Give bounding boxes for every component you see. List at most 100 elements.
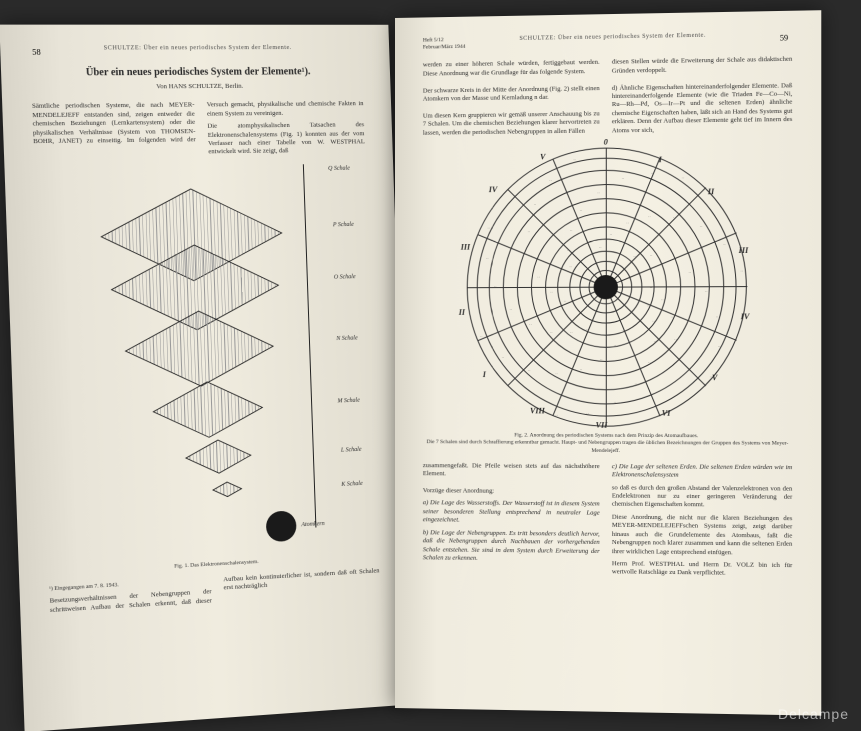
element-tick: ·· <box>718 344 721 349</box>
element-tick: ·· <box>621 328 624 333</box>
element-tick: ·· <box>652 318 655 323</box>
group-label: I <box>483 370 486 380</box>
b-col2-c: Herrn Prof. WESTPHAL und Herrn Dr. VOLZ … <box>612 560 792 579</box>
issue-info: Heft 5/12 Februar/März 1944 <box>423 37 466 52</box>
running-head-right: SCHULTZE: Über ein neues periodisches Sy… <box>519 33 706 51</box>
element-tick: ·· <box>537 274 540 279</box>
element-tick: ·· <box>580 367 583 372</box>
element-tick: ·· <box>635 381 638 386</box>
element-tick: ·· <box>550 329 553 334</box>
element-tick: ·· <box>740 268 743 273</box>
element-tick: ·· <box>614 342 617 347</box>
element-tick: ·· <box>480 334 483 339</box>
shell-label: L Schale <box>341 447 362 456</box>
element-tick: ·· <box>599 244 602 249</box>
running-head-left: SCHULTZE: Über ein neues periodisches Sy… <box>30 45 362 54</box>
figure-2-circular-system: 0IIIIIIIVVVIVIIVIIIIIIIIIIVV············… <box>465 144 749 429</box>
element-tick: ·· <box>527 229 530 234</box>
group-label: III <box>461 243 470 253</box>
element-tick: ·· <box>570 330 573 335</box>
element-tick: ·· <box>573 157 576 162</box>
element-tick: ·· <box>651 171 654 176</box>
group-label: VI <box>662 409 671 420</box>
element-tick: ·· <box>674 337 677 342</box>
top-col2: diesen Stellen würde die Erweiterung der… <box>612 56 792 136</box>
element-tick: ·· <box>549 177 552 182</box>
nucleus-dot <box>266 510 297 542</box>
shell-axis <box>303 164 317 527</box>
group-label: 0 <box>604 138 608 149</box>
page-number-right: 59 <box>780 33 788 42</box>
element-tick: ·· <box>570 228 573 233</box>
shell-rhomb <box>152 381 263 437</box>
element-tick: ·· <box>534 202 537 207</box>
element-tick: ·· <box>529 322 532 327</box>
element-tick: ·· <box>550 290 553 295</box>
radial-divider <box>606 287 607 427</box>
element-tick: ·· <box>510 306 513 311</box>
intro-right: Die atomphysikalischen Tatsachen des Ele… <box>207 121 365 157</box>
shell-label-q: Q Schale <box>328 165 350 173</box>
shell-label: P Schale <box>333 222 354 230</box>
group-label: II <box>459 308 465 318</box>
element-tick: ·· <box>580 208 583 213</box>
element-tick: ·· <box>723 242 726 247</box>
book-spread: 58 SCHULTZE: Über ein neues periodisches… <box>0 0 861 730</box>
group-label: IV <box>741 312 750 323</box>
b-col1-a: zusammengefaßt. Die Pfeile weisen stets … <box>423 462 600 497</box>
element-tick: ·· <box>661 297 664 302</box>
group-label: I <box>659 155 662 166</box>
element-tick: ·· <box>649 285 652 290</box>
right-page-content: Heft 5/12 Februar/März 1944 SCHULTZE: Üb… <box>395 10 821 600</box>
element-tick: ·· <box>610 232 613 237</box>
element-tick: ·· <box>710 374 713 379</box>
element-tick: ·· <box>670 314 673 319</box>
element-tick: ·· <box>597 190 600 195</box>
radial-divider <box>606 148 607 288</box>
element-tick: ·· <box>647 303 650 308</box>
b-col2-a: so daß es durch den großen Abstand der V… <box>612 484 792 511</box>
element-tick: ·· <box>586 410 589 415</box>
b-col1-d: c) Die Lage der seltenen Erden. Die selt… <box>612 463 792 481</box>
page-left: 58 SCHULTZE: Über ein neues periodisches… <box>0 25 412 731</box>
watermark: Delcampe <box>778 706 849 722</box>
element-tick: ·· <box>567 248 570 253</box>
element-tick: ·· <box>633 253 636 258</box>
element-tick: ·· <box>600 357 603 362</box>
element-tick: ·· <box>564 299 567 304</box>
element-tick: ·· <box>528 368 531 373</box>
element-tick: ·· <box>494 284 497 289</box>
group-label: II <box>708 187 714 198</box>
element-tick: ·· <box>614 399 617 404</box>
element-tick: ·· <box>486 256 489 261</box>
element-tick: ·· <box>648 360 651 365</box>
element-tick: ·· <box>502 355 505 360</box>
nucleus-label: Atomkern <box>301 521 325 530</box>
element-tick: ·· <box>586 326 589 331</box>
intro-columns: Sämtliche periodischen Systeme, die nach… <box>32 100 365 159</box>
shell-rhomb <box>125 310 274 386</box>
element-tick: ·· <box>555 371 558 376</box>
b-col2-b: Diese Anordnung, die nicht nur die klare… <box>612 514 792 558</box>
figure-1-shell-diagram: Q Schale P SchaleO SchaleN SchaleM Schal… <box>47 163 367 561</box>
top-col1: werden zu einer höheren Schale würden, f… <box>423 59 600 138</box>
figure-2-caption: Fig. 2. Anordnung des periodischen Syste… <box>423 432 792 455</box>
shell-label: K Schale <box>341 481 363 490</box>
group-label: III <box>739 246 749 257</box>
element-tick: ·· <box>555 412 558 417</box>
top-columns-right: werden zu einer höheren Schale würden, f… <box>423 56 792 142</box>
element-tick: ·· <box>648 214 651 219</box>
b-col1-b: a) Die Lage des Wasserstoffs. Der Wasser… <box>423 500 600 527</box>
group-label: V <box>540 153 545 164</box>
element-tick: ·· <box>682 175 685 180</box>
shell-label: N Schale <box>336 335 358 344</box>
shell-label: O Schale <box>334 274 356 282</box>
element-tick: ·· <box>621 176 624 181</box>
element-tick: ·· <box>650 253 653 258</box>
group-label: VII <box>596 421 608 432</box>
element-tick: ·· <box>700 224 703 229</box>
page-right: 59 Heft 5/12 Februar/März 1944 SCHULTZE:… <box>395 10 821 715</box>
element-tick: ·· <box>673 215 676 220</box>
element-tick: ·· <box>689 269 692 274</box>
left-page-content: SCHULTZE: Über ein neues periodisches Sy… <box>0 25 409 638</box>
